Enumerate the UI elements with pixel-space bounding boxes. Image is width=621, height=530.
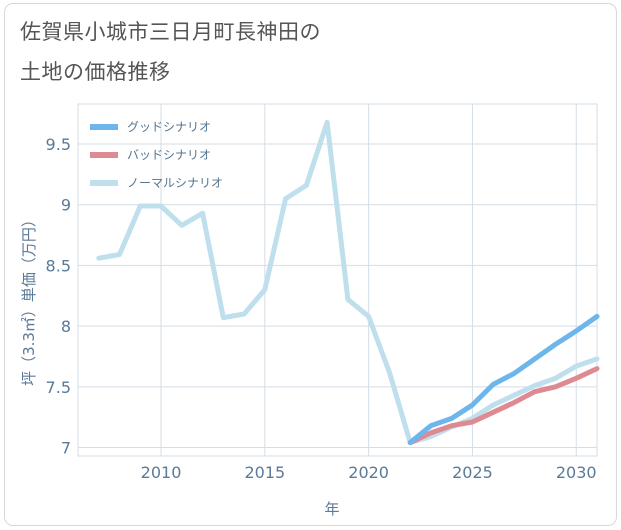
y-axis-label: 坪（3.3㎡）単価（万円） <box>20 212 38 386</box>
legend-good-label: グッドシナリオ <box>127 120 211 134</box>
bad-scenario-line <box>407 366 600 446</box>
chart-card <box>4 3 617 526</box>
y-tick-label: 9.5 <box>46 135 71 154</box>
y-tick-label: 8 <box>61 317 71 336</box>
y-tick-label: 8.5 <box>46 256 71 275</box>
x-tick-label: 2030 <box>556 463 597 482</box>
legend-bad-label: バッドシナリオ <box>127 148 211 162</box>
grid-lines <box>77 103 598 457</box>
x-tick-label: 2010 <box>141 463 182 482</box>
good-scenario-line <box>407 313 600 446</box>
chart-title-line-1: 佐賀県小城市三日月町長神田の <box>20 20 321 44</box>
tick-labels: 7 7.5 8 8.5 9 9.5 2010 2015 2020 2025 2030 <box>46 135 597 482</box>
x-axis-label: 年 <box>324 500 339 518</box>
x-tick-label: 2015 <box>244 463 285 482</box>
y-tick-label: 9 <box>61 196 71 215</box>
x-tick-label: 2020 <box>348 463 389 482</box>
x-tick-label: 2025 <box>452 463 493 482</box>
series-lines <box>96 119 600 446</box>
y-tick-label: 7.5 <box>46 378 71 397</box>
plot-area <box>77 103 598 457</box>
normal-scenario-line <box>96 119 600 446</box>
legend-normal-label: ノーマルシナリオ <box>127 176 223 190</box>
y-tick-label: 7 <box>61 439 71 458</box>
chart-title-line-2: 土地の価格推移 <box>20 60 171 84</box>
